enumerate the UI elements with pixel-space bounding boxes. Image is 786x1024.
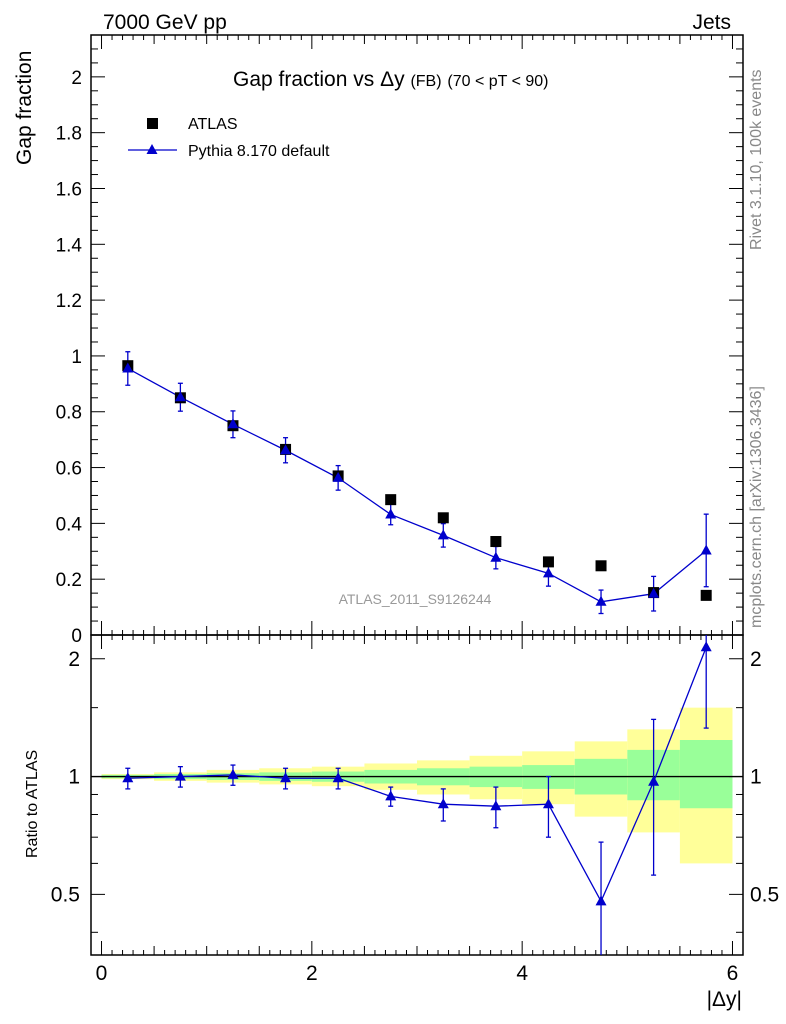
ratio-data-point bbox=[280, 772, 292, 783]
ratio-y-tick-label-left: 2 bbox=[68, 648, 80, 671]
x-axis-label: |Δy| bbox=[707, 988, 742, 1011]
ratio-data-point bbox=[490, 800, 502, 811]
ratio-data-point bbox=[227, 768, 239, 779]
header-jets-label: Jets bbox=[692, 11, 731, 34]
ratio-y-tick-label-right: 0.5 bbox=[750, 883, 779, 906]
atlas-data-point bbox=[595, 560, 607, 572]
pythia-data-point bbox=[700, 544, 712, 555]
ratio-line bbox=[127, 647, 707, 903]
title-variable: Δy bbox=[380, 68, 405, 91]
ratio-y-tick-label-left: 0.5 bbox=[51, 883, 80, 906]
top-y-axis-label: Gap fraction bbox=[13, 51, 36, 165]
top-y-tick-label: 0.8 bbox=[56, 403, 82, 424]
header-energy-label: 7000 GeV pp bbox=[103, 11, 227, 34]
pythia-data-point bbox=[122, 362, 134, 373]
mcplots-label: mcplots.cern.ch [arXiv:1306.3436] bbox=[748, 386, 765, 628]
top-y-tick-label: 1.4 bbox=[56, 235, 83, 256]
pythia-line bbox=[127, 367, 707, 603]
pythia-data-point bbox=[490, 551, 502, 562]
atlas-data-point bbox=[700, 589, 712, 601]
ratio-data-point bbox=[648, 775, 660, 786]
ratio-data-point bbox=[174, 770, 186, 781]
analysis-watermark: ATLAS_2011_S9126244 bbox=[339, 591, 492, 607]
legend: ATLAS Pythia 8.170 default bbox=[128, 116, 330, 160]
top-y-tick-label: 0.4 bbox=[56, 514, 83, 535]
top-y-tick-label: 2 bbox=[71, 68, 82, 89]
top-y-tick-label: 1.6 bbox=[56, 179, 82, 200]
ratio-data-point bbox=[122, 772, 134, 783]
pythia-data-point bbox=[227, 418, 239, 429]
atlas-data-point bbox=[437, 512, 449, 524]
pythia-data-point bbox=[385, 508, 397, 519]
ratio-data-point bbox=[700, 641, 712, 652]
top-chart-title: Gap fraction vs Δy (FB) (70 < pT < 90) bbox=[233, 68, 549, 91]
legend-atlas-marker bbox=[147, 118, 158, 129]
ratio-y-tick-label-right: 1 bbox=[750, 766, 762, 789]
top-y-tick-label: 0.6 bbox=[56, 459, 82, 480]
top-panel: 0 0.2 0.4 0.6 0.8 1 1.2 1.4 1.6 1.8 2 bbox=[56, 34, 744, 647]
pythia-data-point bbox=[437, 529, 449, 540]
top-y-tick-label: 0.2 bbox=[56, 570, 82, 591]
ratio-y-tick-label-left: 1 bbox=[68, 766, 80, 789]
pythia-data-point bbox=[542, 567, 554, 578]
rivet-version-label: Rivet 3.1.10, 100k events bbox=[748, 69, 765, 250]
title-tag: (FB) bbox=[410, 73, 441, 90]
inner-band-bin bbox=[679, 740, 733, 809]
atlas-data-point bbox=[385, 494, 397, 506]
legend-pythia-label: Pythia 8.170 default bbox=[188, 143, 330, 160]
atlas-data-point bbox=[490, 536, 502, 548]
top-y-tick-label: 1.2 bbox=[56, 291, 82, 312]
ratio-data-point bbox=[332, 772, 344, 783]
pythia-data-point bbox=[332, 471, 344, 482]
ratio-data-point bbox=[437, 798, 449, 809]
top-y-tick-label: 0 bbox=[71, 626, 82, 647]
top-y-tick-label: 1.8 bbox=[56, 124, 82, 145]
title-main: Gap fraction vs bbox=[233, 68, 374, 91]
title-pt-range: (70 < pT < 90) bbox=[447, 73, 548, 90]
x-tick-label: 2 bbox=[306, 962, 318, 985]
legend-pythia-marker bbox=[146, 144, 158, 154]
ratio-data-point bbox=[385, 790, 397, 801]
x-tick-label: 0 bbox=[96, 962, 108, 985]
pythia-data-point bbox=[595, 595, 607, 606]
pythia-data-point bbox=[648, 587, 660, 598]
top-y-tick-label: 1 bbox=[71, 347, 82, 368]
x-tick-label: 6 bbox=[727, 962, 739, 985]
atlas-data-point bbox=[542, 556, 554, 568]
ratio-data-point bbox=[595, 895, 607, 906]
ratio-y-tick-label-right: 2 bbox=[750, 648, 762, 671]
legend-atlas-label: ATLAS bbox=[188, 116, 238, 133]
bottom-y-axis-label: Ratio to ATLAS bbox=[24, 750, 41, 858]
pythia-data-point bbox=[280, 444, 292, 455]
ratio-data-point bbox=[542, 798, 554, 809]
pythia-data-point bbox=[174, 391, 186, 402]
ratio-panel: 0 2 4 6 0.5 0.5 1 1 2 2 bbox=[51, 634, 779, 985]
x-tick-label: 4 bbox=[516, 962, 528, 985]
